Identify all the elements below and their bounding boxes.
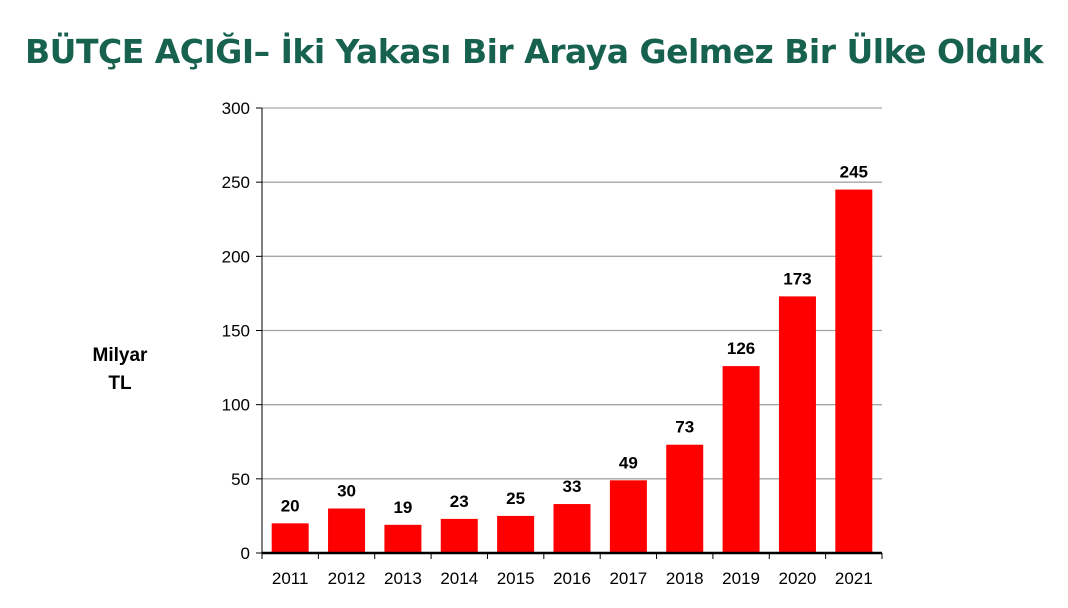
data-label: 49 bbox=[619, 453, 638, 472]
y-tick-label: 200 bbox=[222, 247, 250, 266]
data-labels: 20 30 19 23 25 33 49 73 126 173 245 bbox=[281, 163, 868, 517]
bar bbox=[778, 296, 816, 553]
data-label: 30 bbox=[337, 482, 356, 501]
y-axis-unit-line-2: TL bbox=[108, 373, 132, 394]
gridlines bbox=[262, 107, 882, 480]
x-tick-label: 2018 bbox=[666, 569, 704, 588]
data-label: 126 bbox=[727, 339, 755, 358]
x-tick-label: 2016 bbox=[553, 569, 591, 588]
x-tick-label: 2015 bbox=[497, 569, 535, 588]
bar bbox=[328, 508, 366, 553]
bar bbox=[271, 523, 309, 553]
data-label: 23 bbox=[450, 492, 469, 511]
bar bbox=[384, 524, 422, 553]
y-axis-unit-line-1: Milyar bbox=[92, 345, 148, 366]
y-tick-label: 150 bbox=[222, 322, 250, 341]
bar bbox=[609, 480, 647, 553]
y-tick-label: 300 bbox=[222, 99, 250, 118]
y-tick-label: 0 bbox=[241, 544, 250, 563]
x-tick-label: 2021 bbox=[835, 569, 873, 588]
x-axis-ticks: 2011 2012 2013 2014 2015 2016 2017 2018 2019 2020… bbox=[261, 553, 883, 588]
bar bbox=[835, 189, 873, 554]
x-tick-label: 2012 bbox=[328, 569, 366, 588]
y-tick-label: 100 bbox=[222, 396, 250, 415]
x-tick-label: 2017 bbox=[609, 569, 647, 588]
x-tick-label: 2013 bbox=[384, 569, 422, 588]
bar bbox=[722, 366, 760, 553]
bar bbox=[440, 518, 478, 553]
y-axis-unit-label: Milyar TL bbox=[74, 342, 166, 398]
x-tick-label: 2019 bbox=[722, 569, 760, 588]
y-tick-label: 50 bbox=[231, 470, 250, 489]
page-title: BÜTÇE AÇIĞI– İki Yakası Bir Araya Gelmez… bbox=[25, 32, 1043, 71]
bar bbox=[553, 504, 591, 553]
data-label: 25 bbox=[506, 489, 525, 508]
y-axis-ticks: 0 50 100 150 200 250 300 bbox=[222, 99, 262, 563]
x-tick-label: 2014 bbox=[440, 569, 478, 588]
x-tick-label: 2011 bbox=[272, 569, 309, 588]
data-label: 20 bbox=[281, 496, 300, 515]
bars bbox=[271, 189, 873, 554]
data-label: 173 bbox=[783, 269, 811, 288]
bar bbox=[497, 515, 535, 553]
x-tick-label: 2020 bbox=[779, 569, 817, 588]
bar bbox=[666, 444, 704, 553]
data-label: 73 bbox=[675, 418, 694, 437]
y-tick-label: 250 bbox=[222, 173, 250, 192]
data-label: 33 bbox=[563, 477, 582, 496]
data-label: 19 bbox=[393, 498, 412, 517]
axes bbox=[261, 108, 882, 555]
data-label: 245 bbox=[840, 163, 868, 182]
